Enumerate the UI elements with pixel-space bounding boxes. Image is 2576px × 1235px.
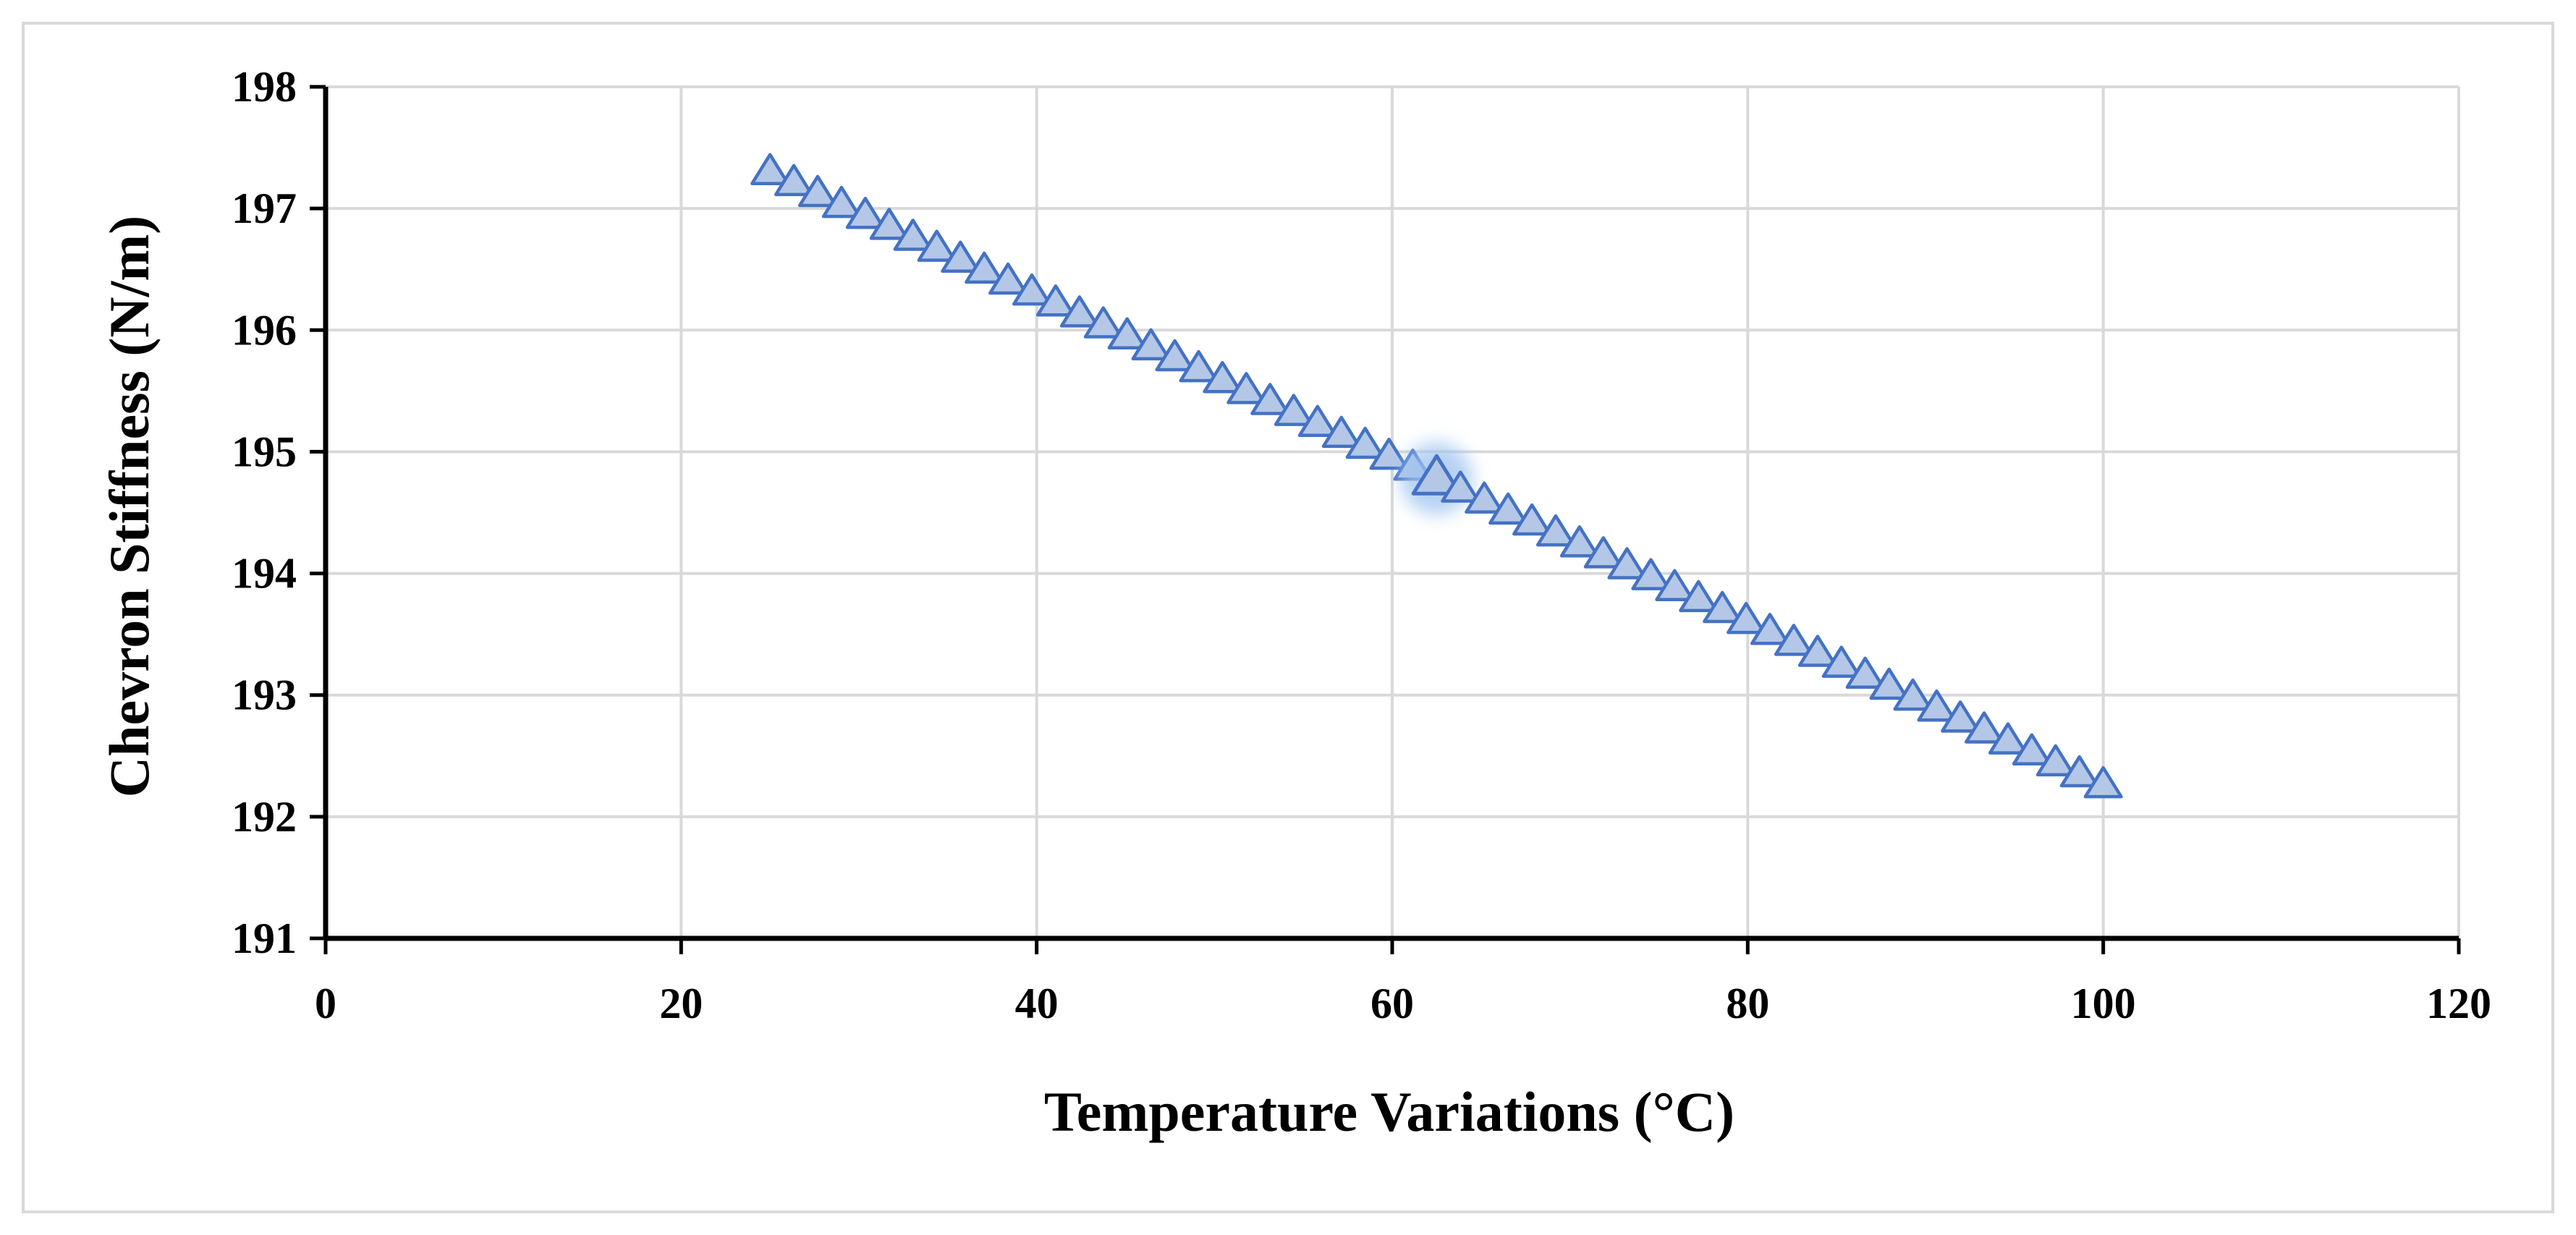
data-point (1583, 536, 1623, 569)
data-point (1345, 426, 1385, 459)
tick-labels: 191 192 193 194 195 196 197 198 0 20 40 60 80 100 120 (232, 63, 2491, 1027)
data-point (797, 174, 838, 208)
data-point (750, 153, 790, 185)
data-point-highlighted (1411, 454, 1462, 496)
data-point (1797, 635, 1837, 667)
x-tick-label: 40 (1015, 980, 1059, 1027)
data-point (1821, 645, 1861, 678)
data-point (917, 229, 957, 262)
data-point (1631, 558, 1671, 590)
data-point (1869, 667, 1909, 700)
y-tick-label: 196 (232, 306, 297, 354)
data-point (1059, 295, 1099, 328)
data-point (2035, 744, 2075, 777)
data-point (1703, 590, 1742, 624)
data-point (1845, 656, 1885, 689)
x-tick-label: 80 (1726, 980, 1769, 1027)
data-point (1131, 328, 1171, 361)
data-point (965, 251, 1004, 284)
data-point (1274, 394, 1313, 426)
y-tick-label: 193 (232, 671, 297, 719)
data-point (1655, 569, 1695, 601)
data-point (1535, 514, 1576, 547)
y-axis-title: Chevron Stiffness (N/m) (98, 216, 161, 798)
data-point (1607, 547, 1647, 580)
x-axis-title: Temperature Variations (°C) (1044, 1080, 1734, 1143)
y-tick-label: 192 (232, 793, 297, 841)
data-point (2059, 755, 2099, 788)
x-tick-label: 100 (2071, 980, 2136, 1027)
data-point (1679, 580, 1719, 613)
data-point (1726, 601, 1766, 635)
data-point (1441, 470, 1480, 503)
data-point (774, 164, 814, 197)
data-point (1488, 492, 1528, 525)
data-point (2083, 765, 2123, 799)
y-tick-label: 198 (232, 63, 297, 111)
data-point (1179, 349, 1219, 383)
data-point (1226, 372, 1266, 404)
data-point (2012, 733, 2051, 765)
y-tick-label: 195 (232, 428, 297, 475)
x-tick-label: 120 (2426, 980, 2491, 1027)
chart-frame (22, 22, 2554, 1213)
data-point (1155, 339, 1195, 372)
data-point (1321, 415, 1361, 449)
data-point (1941, 700, 1980, 733)
data-point (1250, 383, 1290, 415)
y-tick-label: 194 (232, 550, 297, 598)
data-point (821, 185, 861, 218)
data-point (1750, 613, 1790, 645)
data-point (1203, 360, 1242, 394)
y-tick-label: 197 (232, 184, 297, 232)
data-point (1107, 317, 1147, 349)
x-tick-label: 60 (1370, 980, 1414, 1027)
data-point (845, 196, 885, 229)
x-tick-label: 0 (315, 980, 336, 1027)
axes (310, 85, 2461, 954)
data-points (750, 153, 2123, 799)
data-point (1012, 273, 1052, 306)
data-point (988, 262, 1028, 295)
y-tick-label: 191 (232, 914, 297, 962)
data-point (893, 218, 933, 251)
x-tick-label: 20 (659, 980, 703, 1027)
data-point (1893, 678, 1933, 711)
data-point (941, 240, 980, 273)
data-point (1917, 689, 1957, 722)
data-point (1297, 404, 1337, 438)
data-point (1465, 481, 1504, 514)
data-point (1559, 525, 1599, 558)
data-point (1774, 624, 1814, 656)
gridlines (326, 85, 2460, 938)
data-point (1965, 711, 2004, 744)
data-point (1369, 437, 1409, 470)
data-point (1988, 722, 2028, 755)
data-point (1512, 503, 1552, 536)
data-point (1035, 284, 1076, 317)
data-point (869, 208, 909, 240)
data-point (1083, 306, 1123, 339)
